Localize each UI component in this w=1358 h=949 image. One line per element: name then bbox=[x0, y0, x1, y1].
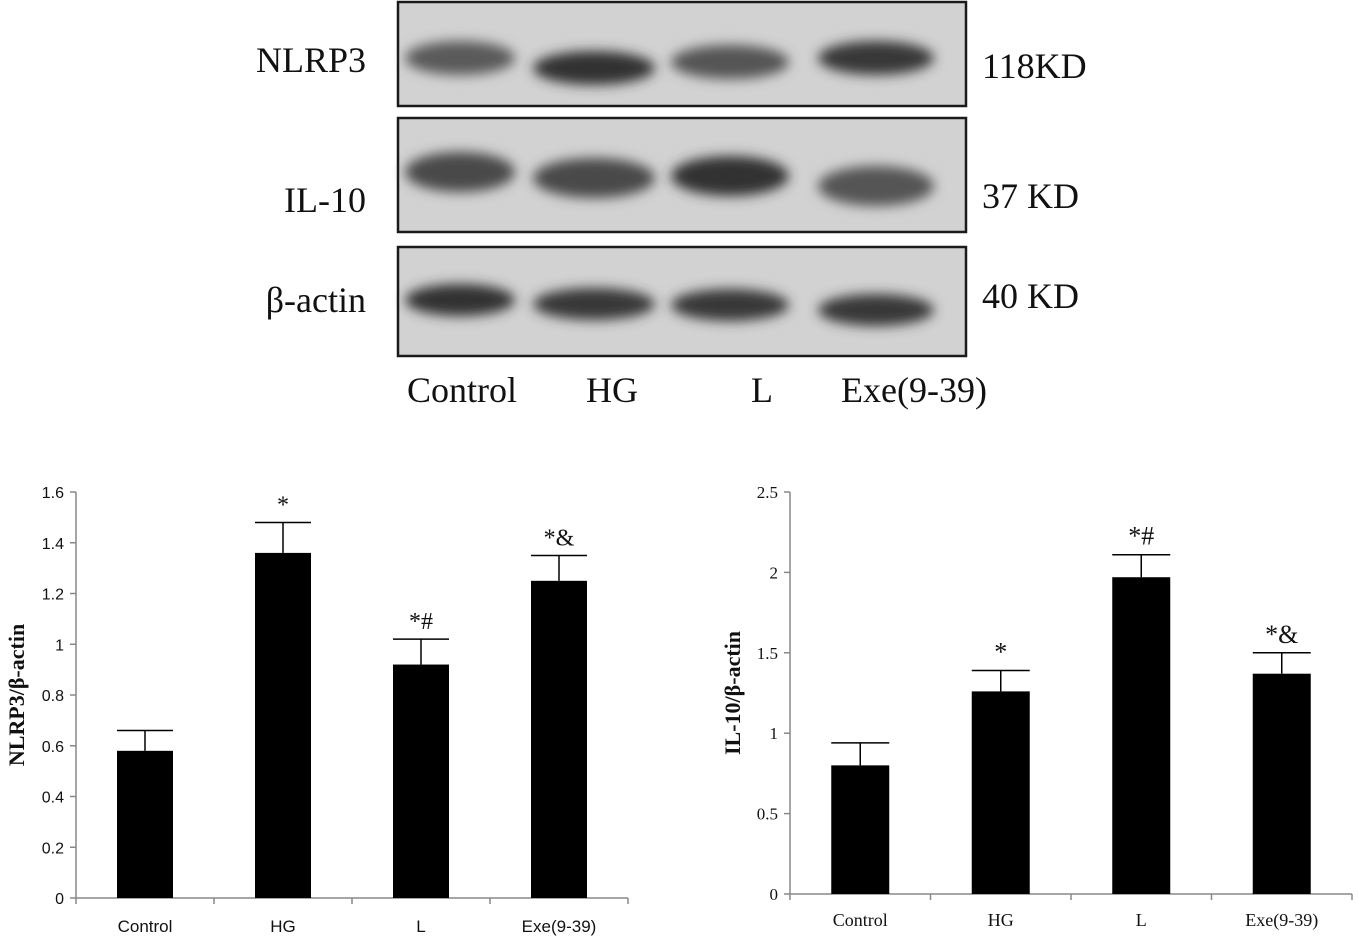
blot-band bbox=[671, 289, 789, 321]
x-tick-label: Control bbox=[833, 910, 888, 930]
significance-label: *& bbox=[544, 525, 575, 551]
y-tick-label: 0.6 bbox=[42, 739, 64, 756]
western-blot: NLRP3 118KD IL-10 37 KD β-actin 40 KD Control… bbox=[256, 0, 1087, 410]
bar-exe-9-39 bbox=[531, 580, 587, 898]
significance-label: * bbox=[994, 637, 1007, 666]
x-tick-label: L bbox=[416, 917, 425, 936]
nlrp3-bar-chart: 0 0.2 0.4 0.6 0.8 1 1.2 1.4 1.6 Control * HG *# L *& Ex… bbox=[4, 485, 629, 936]
y-tick-label: 1.4 bbox=[42, 536, 64, 553]
significance-label: *& bbox=[1265, 620, 1298, 649]
blot-lane-label: L bbox=[751, 370, 773, 410]
y-tick-label: 1 bbox=[55, 637, 64, 654]
bar-hg bbox=[255, 552, 311, 898]
blot-band bbox=[818, 166, 934, 206]
y-tick-label: 1.6 bbox=[42, 485, 64, 502]
blot-band bbox=[818, 294, 934, 326]
y-tick-label: 0 bbox=[55, 891, 64, 908]
y-tick-label: 2.5 bbox=[757, 483, 778, 502]
y-tick-label: 1 bbox=[770, 724, 779, 743]
blot-band bbox=[533, 51, 655, 85]
blot-lane-label: Control bbox=[407, 370, 517, 410]
y-axis-label: IL-10/β-actin bbox=[720, 631, 745, 755]
x-tick-label: Exe(9-39) bbox=[1245, 910, 1318, 931]
y-tick-label: 0.4 bbox=[42, 790, 64, 807]
blot-band bbox=[533, 158, 655, 198]
y-tick-label: 1.5 bbox=[757, 644, 778, 663]
blot-row-nlrp3: NLRP3 118KD bbox=[256, 0, 1087, 108]
significance-label: *# bbox=[1128, 522, 1154, 551]
y-tick-label: 0 bbox=[770, 885, 779, 904]
blot-band bbox=[405, 152, 515, 192]
bar-control bbox=[831, 765, 890, 894]
blot-size-label: 40 KD bbox=[982, 276, 1079, 316]
bar-l bbox=[1112, 577, 1171, 894]
significance-label: * bbox=[277, 492, 289, 518]
x-tick-label: HG bbox=[270, 917, 296, 936]
blot-lane-label: HG bbox=[586, 370, 638, 410]
blot-band bbox=[533, 288, 655, 320]
x-tick-label: Exe(9-39) bbox=[522, 917, 597, 936]
x-tick-label: L bbox=[1136, 910, 1147, 930]
blot-row-il-10: IL-10 37 KD bbox=[284, 116, 1079, 234]
y-tick-label: 2 bbox=[770, 563, 779, 582]
y-tick-label: 0.5 bbox=[757, 805, 778, 824]
y-tick-label: 0.8 bbox=[42, 688, 64, 705]
bar-l bbox=[393, 664, 449, 898]
bar-control bbox=[117, 750, 173, 898]
bar-hg bbox=[971, 691, 1030, 894]
blot-band bbox=[671, 45, 789, 79]
blot-band bbox=[818, 41, 934, 75]
blot-band bbox=[405, 284, 515, 316]
x-tick-label: Control bbox=[118, 917, 173, 936]
blot-band bbox=[405, 41, 515, 75]
blot-size-label: 37 KD bbox=[982, 176, 1079, 216]
bar-exe-9-39 bbox=[1252, 673, 1311, 894]
significance-label: *# bbox=[409, 609, 433, 635]
y-tick-label: 0.2 bbox=[42, 840, 64, 857]
blot-band bbox=[671, 156, 789, 196]
il10-bar-chart: 0 0.5 1 1.5 2 2.5 Control * HG *# L *& Exe(9-39) IL-1… bbox=[720, 483, 1353, 931]
y-axis-label: NLRP3/β-actin bbox=[4, 624, 29, 766]
blot-size-label: 118KD bbox=[982, 46, 1087, 86]
blot-protein-label: NLRP3 bbox=[256, 40, 366, 80]
blot-row-actin: β-actin 40 KD bbox=[266, 245, 1079, 358]
x-tick-label: HG bbox=[988, 910, 1014, 930]
blot-lane-label: Exe(9-39) bbox=[841, 370, 987, 410]
y-tick-label: 1.2 bbox=[42, 587, 64, 604]
blot-protein-label: IL-10 bbox=[284, 180, 366, 220]
blot-protein-label: β-actin bbox=[266, 280, 366, 320]
